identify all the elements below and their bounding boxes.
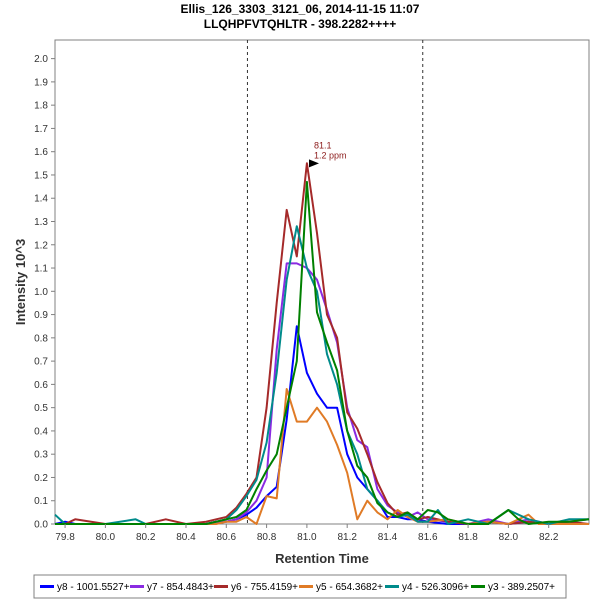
x-tick-label: 81.6 (418, 532, 438, 543)
y-tick-label: 1.4 (34, 194, 48, 205)
y-tick-label: 1.8 (34, 101, 48, 112)
y-tick-label: 0.4 (34, 426, 48, 437)
y-axis: 0.0 0.1 0.2 0.3 0.4 0.5 0.6 0.7 0.8 0.9 1.0 1.1 1.2 1… (34, 54, 55, 531)
legend-entry: y7 - 854.4843+ (147, 582, 214, 593)
legend: y8 - 1001.5527+ y7 - 854.4843+ y6 - 755.41… (40, 582, 555, 593)
peak-arrow-icon (308, 159, 319, 168)
peak-annotation-ppm: 1.2 ppm (314, 150, 347, 160)
x-tick-label: 81.2 (337, 532, 357, 543)
y-tick-label: 1.2 (34, 240, 48, 251)
x-axis-label: Retention Time (275, 551, 369, 566)
y-axis-label: Intensity 10^3 (13, 239, 28, 325)
x-tick-label: 81.4 (378, 532, 398, 543)
x-tick-label: 80.2 (136, 532, 156, 543)
y-tick-label: 1.5 (34, 170, 48, 181)
legend-entry: y4 - 526.3096+ (402, 582, 469, 593)
x-tick-label: 80.4 (176, 532, 196, 543)
integration-bounds (246, 40, 424, 524)
y-tick-label: 0.2 (34, 473, 48, 484)
y-tick-label: 1.3 (34, 217, 48, 228)
y-tick-label: 1.0 (34, 287, 48, 298)
x-tick-label: 79.8 (55, 532, 75, 543)
y-tick-label: 0.6 (34, 380, 48, 391)
peak-annotation-rt: 81.1 (314, 140, 332, 150)
y-tick-label: 0.8 (34, 333, 48, 344)
x-tick-label: 81.0 (297, 532, 317, 543)
series-line-y3 (55, 180, 590, 525)
legend-entry: y8 - 1001.5527+ (57, 582, 130, 593)
x-axis: 79.8 80.0 80.2 80.4 80.6 80.8 81.0 81.2 81.4 81.6… (55, 524, 559, 543)
legend-entry: y3 - 389.2507+ (488, 582, 555, 593)
y-tick-label: 1.7 (34, 124, 48, 135)
y-tick-label: 0.5 (34, 403, 48, 414)
y-tick-label: 2.0 (34, 54, 48, 65)
chart-title: Ellis_126_3303_3121_06, 2014-11-15 11:07 (181, 2, 420, 16)
x-tick-label: 82.0 (499, 532, 519, 543)
y-tick-label: 0.9 (34, 310, 48, 321)
legend-entry: y5 - 654.3682+ (316, 582, 383, 593)
y-tick-label: 1.9 (34, 77, 48, 88)
peak-annotation: 81.1 1.2 ppm (308, 140, 347, 168)
x-tick-label: 80.6 (217, 532, 237, 543)
y-tick-label: 0.7 (34, 357, 48, 368)
y-tick-label: 0.0 (34, 520, 48, 531)
x-tick-label: 81.8 (458, 532, 478, 543)
x-tick-label: 80.0 (96, 532, 116, 543)
legend-entry: y6 - 755.4159+ (231, 582, 298, 593)
x-tick-label: 82.2 (539, 532, 559, 543)
chart-subtitle: LLQHPFVTQHLTR - 398.2282++++ (204, 17, 397, 31)
plot-area (54, 39, 590, 525)
y-tick-label: 0.3 (34, 450, 48, 461)
y-tick-label: 1.1 (34, 264, 48, 275)
y-tick-label: 0.1 (34, 496, 48, 507)
x-tick-label: 80.8 (257, 532, 277, 543)
series-layer (54, 162, 590, 525)
y-tick-label: 1.6 (34, 147, 48, 158)
